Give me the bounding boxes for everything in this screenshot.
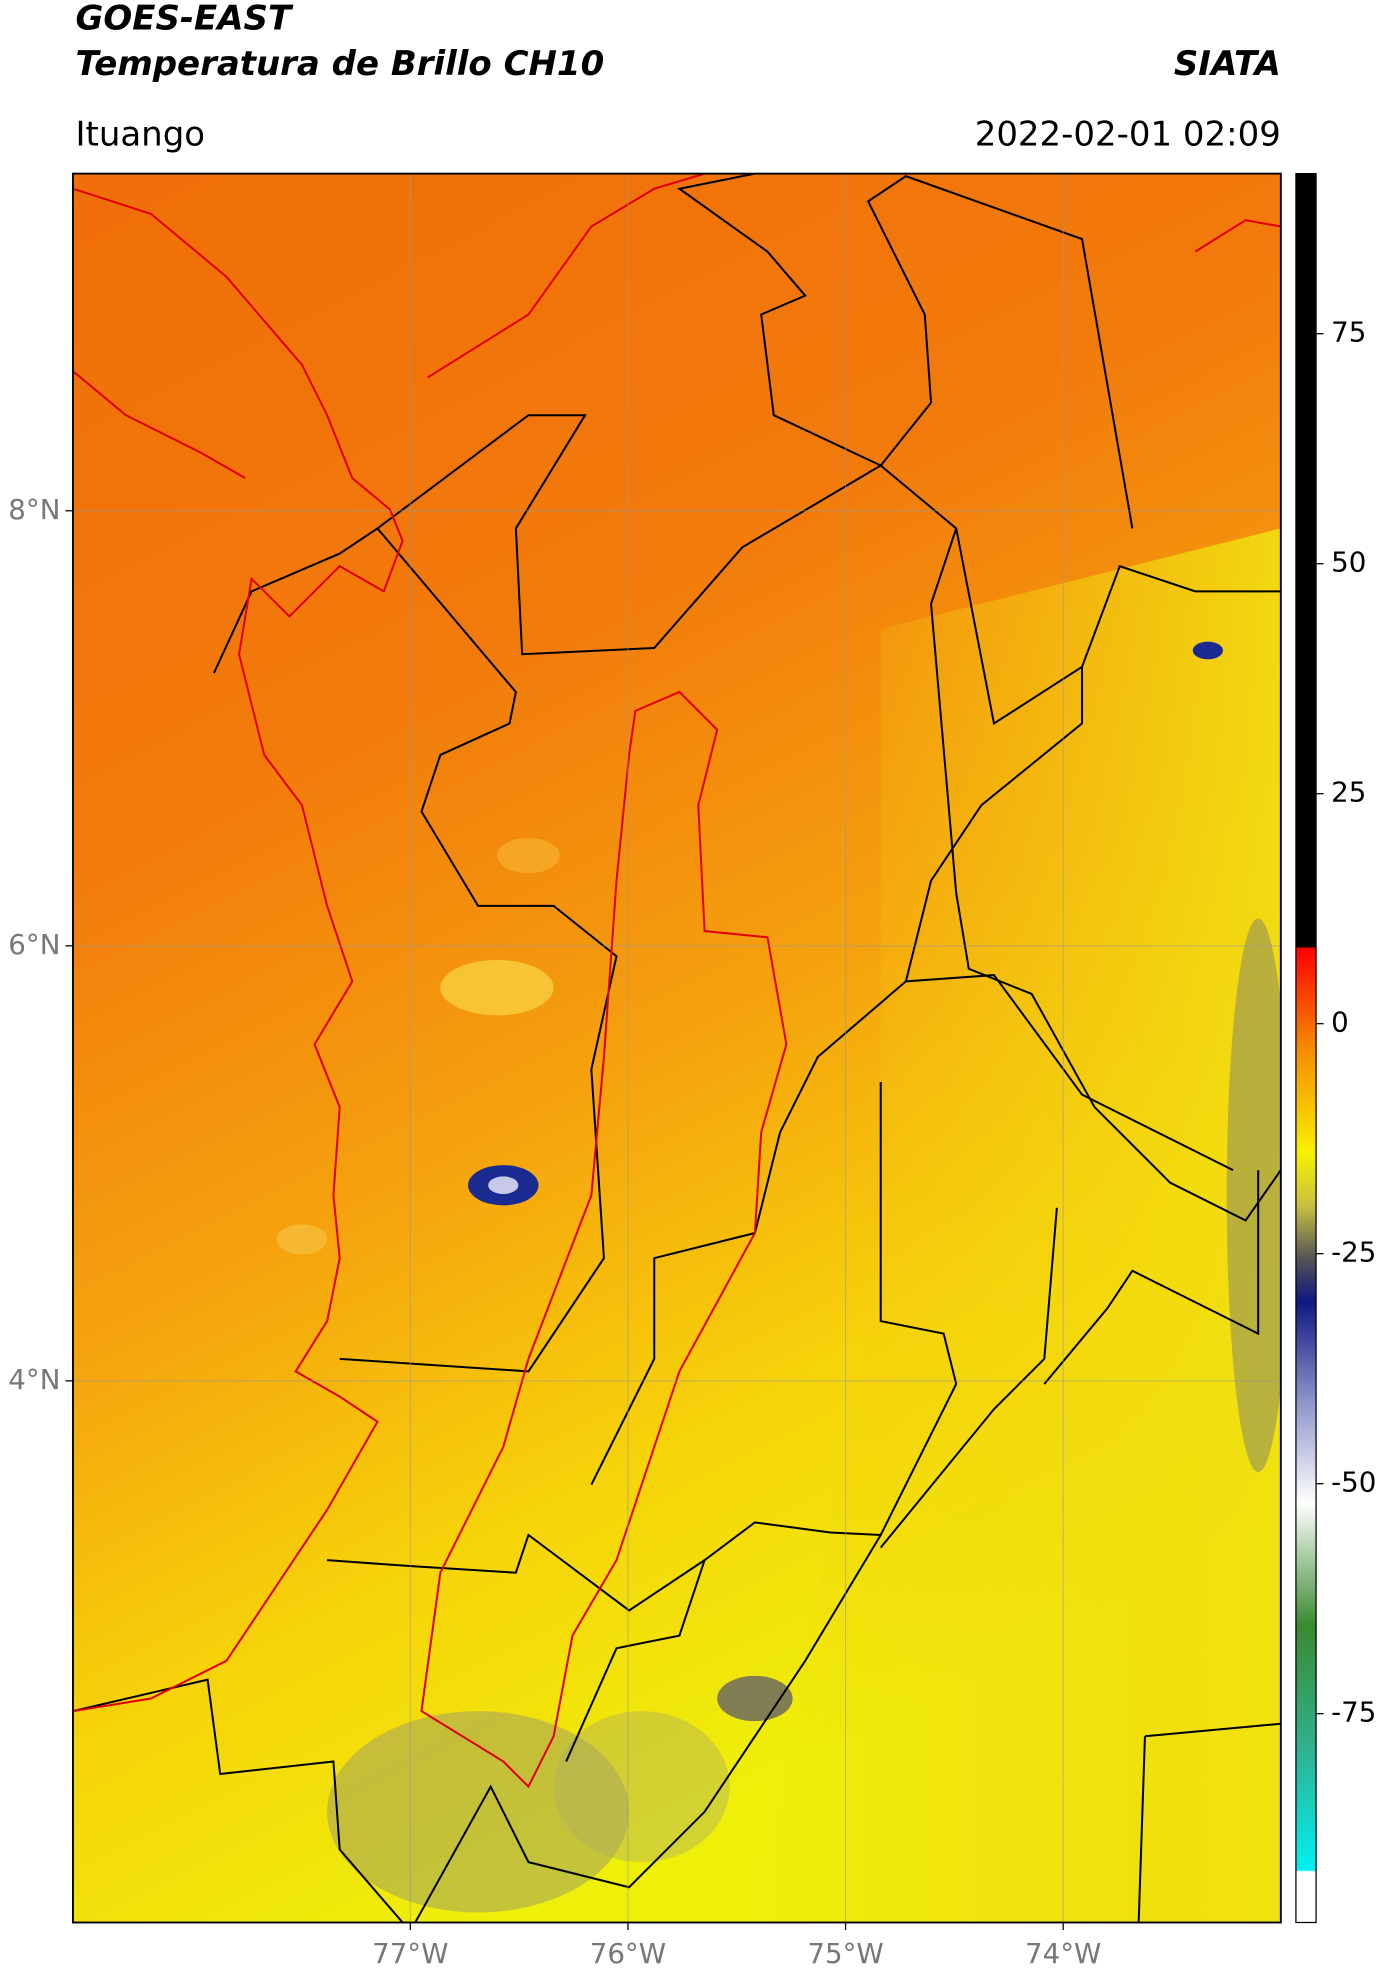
colorbar-tick-label: 75 xyxy=(1331,316,1366,349)
colorbar xyxy=(1295,172,1317,1924)
colorbar-tick-label: -50 xyxy=(1331,1466,1376,1499)
region: Ituango xyxy=(75,114,205,154)
source: SIATA xyxy=(1174,44,1281,84)
colorbar-tick-label: 0 xyxy=(1331,1006,1349,1039)
y-tick-label: 4°N xyxy=(8,1363,60,1396)
y-tick-label: 8°N xyxy=(8,493,60,526)
datetime: 2022-02-01 02:09 xyxy=(975,114,1281,154)
colorbar-tick-label: 50 xyxy=(1331,546,1366,579)
y-tick-label: 6°N xyxy=(8,928,60,961)
x-tick-label: 77°W xyxy=(372,1937,448,1970)
subtitle: Temperatura de Brillo CH10 xyxy=(75,44,604,84)
title: GOES-EAST xyxy=(75,0,293,39)
map-frame xyxy=(72,172,1282,1924)
colorbar-tick-label: -75 xyxy=(1331,1696,1376,1729)
x-tick-label: 74°W xyxy=(1025,1937,1101,1970)
x-tick-label: 76°W xyxy=(590,1937,666,1970)
colorbar-tick-label: 25 xyxy=(1331,776,1366,809)
map-image xyxy=(72,173,1281,1923)
x-tick-label: 75°W xyxy=(807,1937,883,1970)
colorbar-tick-label: -25 xyxy=(1331,1236,1376,1269)
